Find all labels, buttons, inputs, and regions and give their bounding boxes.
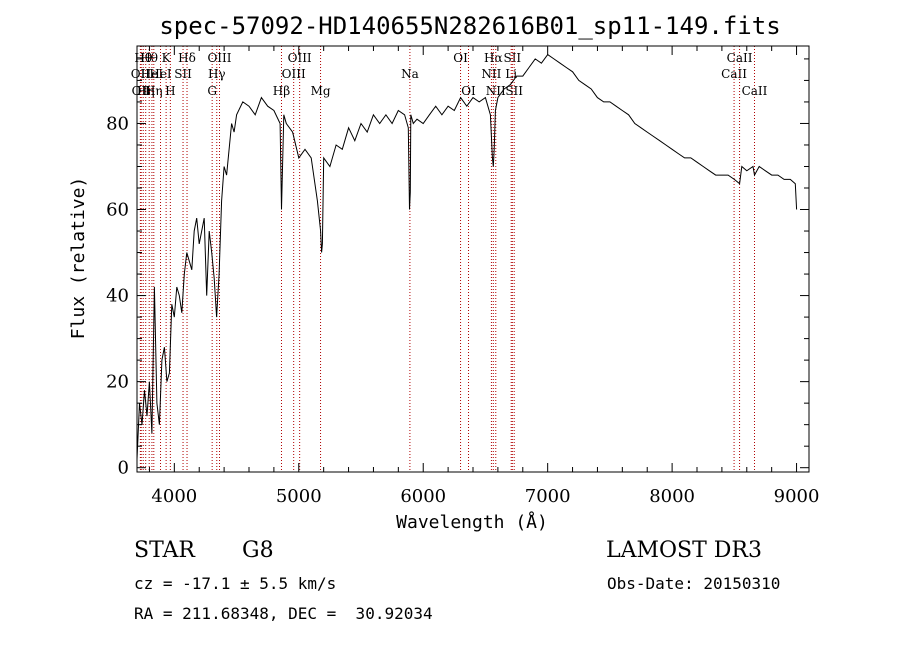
x-tick-label-1: 5000 [276,486,322,507]
line-marker-label-15: Hβ [273,84,290,98]
line-marker-label-14: OIII [207,51,231,65]
line-marker-label-24: NII [486,84,506,98]
x-axis-ticks: 4000 5000 6000 7000 8000 9000 [148,46,820,507]
line-marker-label-19: Na [401,67,419,81]
plot-frame [136,45,810,473]
line-marker-label-8: K [162,51,172,65]
line-marker-label-6: Hη [145,84,163,98]
line-marker-label-10: SII [174,67,192,81]
line-marker-label-16: OIII [282,67,306,81]
line-marker-label-12: G [207,84,217,98]
y-tick-label-0: 0 [118,458,129,479]
x-tick-label-2: 6000 [400,486,446,507]
x-tick-label-0: 4000 [151,486,197,507]
y-tick-label-1: 20 [106,372,129,393]
object-subclass: G8 [242,538,274,563]
chart-title: spec-57092-HD140655N282616B01_sp11-149.f… [159,12,780,40]
y-axis-title: Flux (relative) [68,177,89,340]
line-marker-label-3: Hη [137,84,155,98]
line-marker-label-30: CaII [742,84,768,98]
spectrum-series-line [136,53,798,460]
x-tick-label-3: 7000 [525,486,571,507]
line-marker-label-13: Hγ [208,67,226,81]
y-tick-label-2: 40 [106,286,129,307]
line-marker-label-9: H [165,84,175,98]
line-marker-label-5: HeI [141,67,164,81]
object-class: STAR [134,538,195,563]
observation-date: Obs-Date: 20150310 [607,574,781,593]
y-tick-label-4: 80 [106,113,129,134]
line-marker-label-26: SII [503,51,521,65]
line-marker-label-20: OI [453,51,468,65]
redshift-velocity: cz = -17.1 ± 5.5 km/s [134,574,337,593]
line-marker-label-11: Hδ [178,51,196,65]
line-marker-label-7: HeI [149,67,172,81]
x-axis-title: Wavelength (Å) [396,511,548,533]
line-marker-label-28: CaII [721,67,747,81]
line-marker-label-18: Mg [311,84,331,98]
line-marker-label-1: OII [132,84,152,98]
y-axis-ticks: 0 20 40 60 80 [106,58,809,479]
line-marker-label-23: Hα [484,51,503,65]
line-marker-label-27: SII [505,84,523,98]
line-marker-label-21: OI [461,84,476,98]
line-marker-label-4: Hθ [140,51,158,65]
line-marker-label-2: Hθ [134,51,152,65]
x-tick-label-5: 9000 [774,486,820,507]
line-marker-label-22: NII [481,67,501,81]
line-marker-label-25: Li [505,67,517,81]
survey-label: LAMOST DR3 [606,538,762,563]
sky-coordinates: RA = 211.68348, DEC = 30.92034 [134,604,433,623]
line-marker-label-17: OIII [288,51,312,65]
y-tick-label-3: 60 [106,200,129,221]
x-tick-label-4: 8000 [649,486,695,507]
line-markers: OIIOIIHθHηHθHeIHηHeIKHSIIHδGHγOIIIHβOIII… [131,46,768,472]
line-marker-label-29: CaII [727,51,753,65]
